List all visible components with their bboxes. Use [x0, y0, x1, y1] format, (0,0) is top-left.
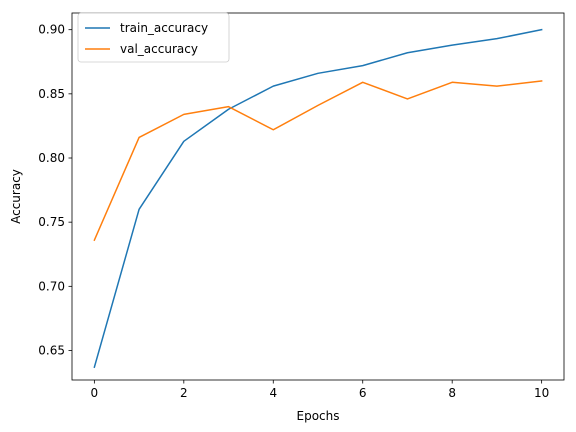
x-tick-label: 4	[269, 386, 277, 400]
legend: train_accuracy val_accuracy	[77, 12, 230, 63]
x-tick-label: 6	[359, 386, 367, 400]
y-tick-label: 0.90	[38, 23, 65, 37]
series-layer	[93, 28, 543, 369]
y-tick-label: 0.65	[38, 343, 65, 357]
legend-label-val-accuracy: val_accuracy	[120, 42, 198, 56]
x-tick-label: 8	[448, 386, 456, 400]
x-tick-label: 0	[91, 386, 99, 400]
x-axis-label: Epochs	[297, 409, 340, 423]
x-tick-label: 2	[180, 386, 188, 400]
x-axis-ticks: 0 2 4 6 8 10	[91, 380, 549, 400]
y-tick-label: 0.75	[38, 215, 65, 229]
y-tick-label: 0.85	[38, 87, 65, 101]
x-tick-label: 10	[534, 386, 549, 400]
legend-label-train-accuracy: train_accuracy	[120, 21, 208, 35]
legend-box	[77, 12, 230, 63]
y-axis-label: Accuracy	[9, 169, 23, 224]
plot-frame	[71, 12, 565, 381]
y-tick-label: 0.70	[38, 279, 65, 293]
plot-area	[72, 13, 564, 380]
y-tick-label: 0.80	[38, 151, 65, 165]
y-axis-ticks: 0.65 0.70 0.75 0.80 0.85 0.90	[38, 23, 72, 357]
